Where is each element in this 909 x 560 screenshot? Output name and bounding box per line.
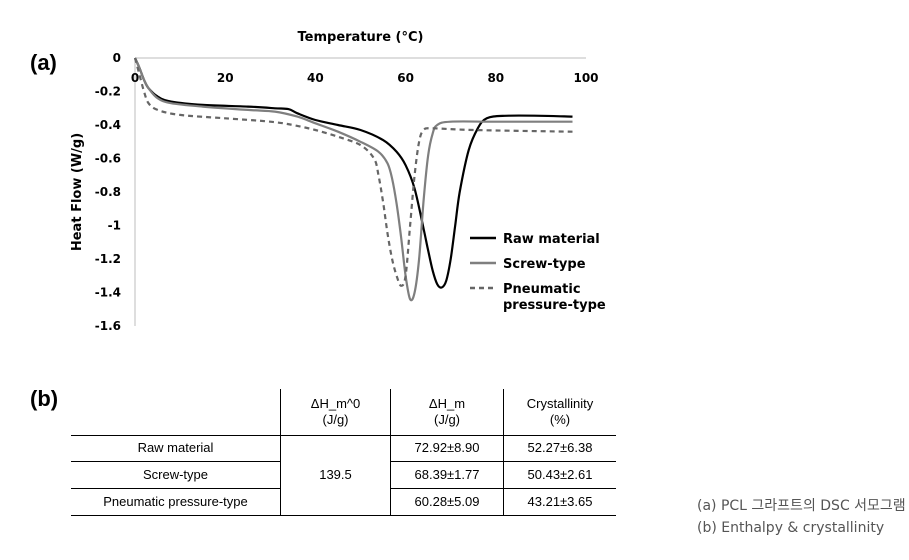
table-header-row: ΔH_m^0 (J/g) ΔH_m (J/g) Crystallinity (%… [71, 389, 616, 435]
enthalpy-table: ΔH_m^0 (J/g) ΔH_m (J/g) Crystallinity (%… [71, 389, 616, 516]
shared-dhm0-cell: 139.5 [280, 435, 391, 515]
series-line-raw-material [134, 57, 573, 289]
y-tick-label: -0.2 [95, 85, 121, 99]
y-tick-label: -1 [108, 219, 121, 233]
y-tick-label: 0 [113, 51, 121, 65]
header-cell-dhm: ΔH_m (J/g) [390, 389, 504, 435]
series-line-screw-type [134, 57, 573, 302]
row-crystallinity: 52.27±6.38 [527, 440, 593, 455]
x-tick-label: 40 [307, 71, 324, 85]
row-name: Raw material [71, 435, 281, 461]
x-axis-title: Temperature (°C) [298, 30, 424, 45]
y-tick-label: -0.6 [95, 152, 121, 166]
header-crystallinity-unit: (%) [549, 411, 571, 427]
header-cell-blank [71, 389, 281, 435]
row-crystallinity: 43.21±3.65 [527, 493, 593, 509]
y-axis-title: Heat Flow (W/g) [70, 133, 85, 251]
y-tick-label: -0.4 [95, 118, 121, 132]
caption-line-1: (a) PCL 그라프트의 DSC 서모그램 [697, 498, 906, 514]
row-dhm: 60.28±5.09 [390, 488, 504, 515]
series-line-pneumatic-pressure-type [133, 57, 573, 287]
x-tick-label: 100 [573, 71, 598, 85]
y-tick-label: -1.6 [95, 319, 121, 333]
row-dhm: 72.92±8.90 [390, 435, 504, 461]
header-cell-crystallinity: Crystallinity (%) [504, 389, 617, 435]
panel-a-label: (a) [30, 50, 57, 75]
row-dhm: 68.39±1.77 [390, 461, 504, 488]
x-tick-label: 60 [397, 71, 414, 85]
y-tick-label: -1.4 [95, 286, 121, 300]
panel-b-label: (b) [30, 386, 59, 411]
y-tick-label: -0.8 [95, 185, 121, 199]
dsc-chart: 0 20 40 60 80 100 0 -0.2 -0.4 -0.6 -0.8 -1 -1.2 -1.4 -… [70, 30, 606, 333]
header-cell-dhm0: ΔH_m^0 (J/g) [280, 389, 391, 435]
header-dhm-unit: (J/g) [434, 411, 460, 427]
header-dhm-label: ΔH_m [428, 395, 466, 411]
row-name: Pneumatic pressure-type [71, 488, 281, 515]
table-row: Pneumatic pressure-type 60.28±5.09 43.21… [71, 488, 616, 515]
header-crystallinity-label: Crystallinity [526, 395, 594, 411]
legend-label-raw-material: Raw material [503, 232, 600, 247]
legend-label-screw-type: Screw-type [503, 257, 586, 272]
table-row: Screw-type 68.39±1.77 50.43±2.61 [71, 461, 616, 488]
y-tick-label: -1.2 [95, 252, 121, 266]
header-dhm0-unit: (J/g) [322, 411, 349, 427]
table-row: Raw material 139.5 72.92±8.90 52.27±6.38 [71, 435, 616, 515]
caption-line-2: (b) Enthalpy & crystallinity [697, 520, 885, 536]
x-tick-label: 20 [217, 71, 234, 85]
x-tick-label: 80 [487, 71, 504, 85]
legend-label-pneumatic-pressure-type: Pneumatic pressure-type [503, 282, 606, 313]
x-tick-label: 0 [131, 71, 139, 85]
header-dhm0-label: ΔH_m^0 [310, 395, 361, 411]
row-name: Screw-type [71, 461, 281, 488]
row-crystallinity: 50.43±2.61 [527, 466, 593, 482]
